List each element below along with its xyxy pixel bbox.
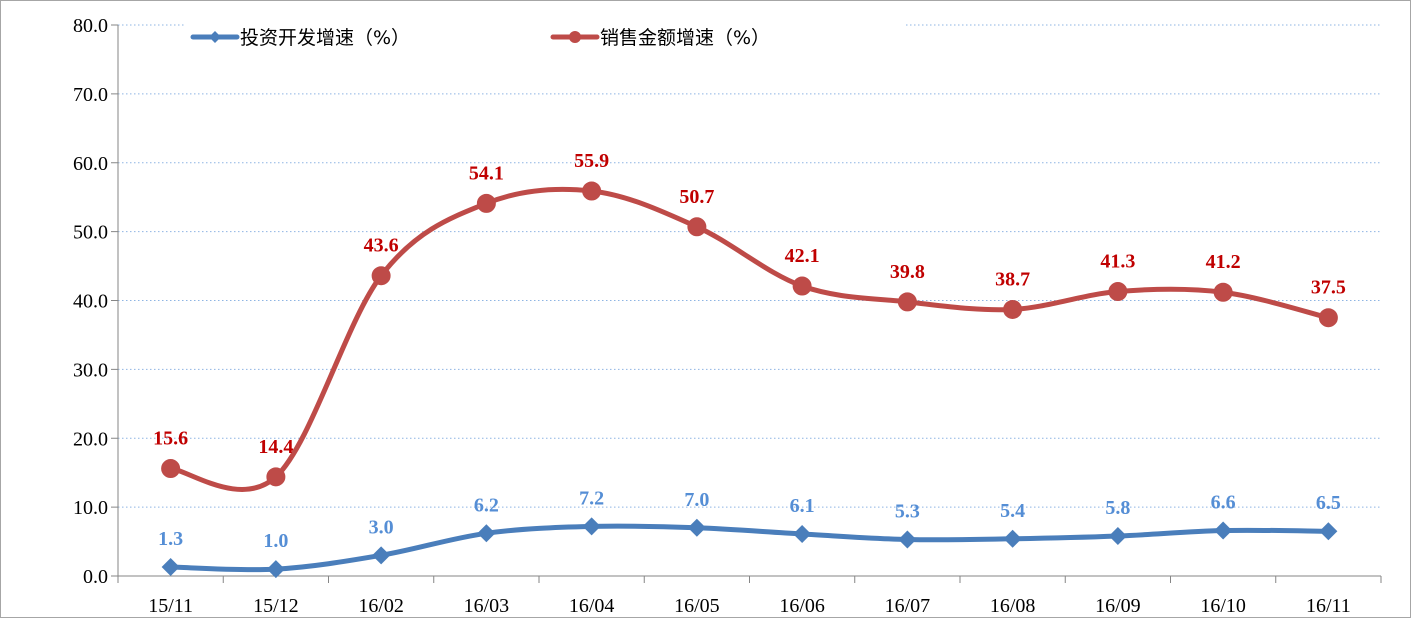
sales-data-label: 43.6 bbox=[364, 235, 399, 257]
y-tick-label: 40.0 bbox=[73, 291, 108, 313]
investment-point bbox=[793, 524, 812, 543]
sales-point bbox=[1318, 308, 1338, 328]
y-tick-label: 70.0 bbox=[73, 84, 108, 106]
investment-legend-marker bbox=[209, 31, 221, 43]
investment-point bbox=[266, 560, 285, 579]
sales-data-label: 54.1 bbox=[469, 162, 504, 184]
sales-data-label: 42.1 bbox=[785, 245, 820, 267]
sales-point bbox=[897, 292, 917, 312]
sales-point bbox=[1108, 282, 1128, 302]
investment-data-label: 3.0 bbox=[369, 516, 394, 538]
investment-point bbox=[1319, 522, 1338, 541]
y-tick-label: 60.0 bbox=[73, 153, 108, 175]
sales-legend-marker bbox=[569, 31, 581, 43]
sales-point bbox=[1213, 282, 1233, 302]
x-tick-label: 15/11 bbox=[148, 595, 193, 617]
sales-point bbox=[582, 181, 602, 201]
x-tick-label: 16/09 bbox=[1095, 595, 1141, 617]
y-tick-label: 10.0 bbox=[73, 497, 108, 519]
sales-point bbox=[266, 467, 286, 487]
sales-data-label: 38.7 bbox=[995, 268, 1030, 290]
x-tick-label: 16/10 bbox=[1200, 595, 1246, 617]
x-tick-label: 16/06 bbox=[779, 595, 825, 617]
sales-data-label: 41.3 bbox=[1100, 251, 1135, 273]
sales-data-label: 37.5 bbox=[1311, 277, 1346, 299]
legend-background bbox=[186, 15, 906, 55]
sales-data-label: 39.8 bbox=[890, 261, 925, 283]
sales-data-label: 41.2 bbox=[1206, 251, 1241, 273]
x-tick-label: 16/05 bbox=[674, 595, 720, 617]
sales-point bbox=[161, 459, 181, 479]
investment-data-label: 5.4 bbox=[1000, 500, 1025, 522]
investment-series-line bbox=[170, 523, 1329, 573]
investment-data-label: 6.5 bbox=[1316, 492, 1341, 514]
y-tick-label: 30.0 bbox=[73, 359, 108, 381]
y-tick-label: 0.0 bbox=[83, 566, 108, 588]
investment-point bbox=[898, 530, 917, 549]
investment-data-label: 7.0 bbox=[684, 489, 709, 511]
investment-data-label: 6.6 bbox=[1211, 492, 1236, 514]
sales-data-label: 14.4 bbox=[258, 436, 293, 458]
investment-point bbox=[372, 546, 391, 565]
investment-data-label: 6.2 bbox=[474, 494, 499, 516]
investment-point bbox=[582, 517, 601, 536]
sales-point bbox=[792, 276, 812, 296]
investment-point bbox=[1003, 529, 1022, 548]
investment-data-label: 6.1 bbox=[790, 495, 815, 517]
y-tick-label: 50.0 bbox=[73, 222, 108, 244]
sales-point bbox=[476, 193, 496, 213]
sales-legend-label: 销售金额增速（%） bbox=[600, 27, 770, 49]
investment-legend-label: 投资开发增速（%） bbox=[240, 27, 410, 49]
investment-point bbox=[477, 524, 496, 543]
x-tick-label: 16/03 bbox=[464, 595, 510, 617]
y-tick-label: 80.0 bbox=[73, 15, 108, 37]
y-tick-label: 20.0 bbox=[73, 428, 108, 450]
x-tick-label: 16/04 bbox=[569, 595, 615, 617]
investment-point bbox=[161, 558, 180, 577]
investment-data-label: 1.0 bbox=[263, 530, 288, 552]
sales-point bbox=[371, 266, 391, 286]
sales-series-line bbox=[170, 186, 1329, 492]
x-tick-label: 16/02 bbox=[358, 595, 404, 617]
x-tick-label: 16/07 bbox=[885, 595, 931, 617]
sales-data-label: 55.9 bbox=[574, 150, 609, 172]
sales-data-label: 15.6 bbox=[153, 428, 188, 450]
sales-data-label: 50.7 bbox=[679, 186, 714, 208]
investment-point bbox=[1108, 527, 1127, 546]
investment-point bbox=[687, 518, 706, 537]
investment-data-label: 7.2 bbox=[579, 487, 604, 509]
sales-point bbox=[1003, 299, 1023, 319]
x-tick-label: 16/08 bbox=[990, 595, 1036, 617]
x-tick-label: 15/12 bbox=[253, 595, 299, 617]
investment-point bbox=[1214, 521, 1233, 540]
investment-data-label: 1.3 bbox=[158, 528, 183, 550]
x-tick-label: 16/11 bbox=[1306, 595, 1351, 617]
sales-point bbox=[687, 217, 707, 237]
investment-data-label: 5.8 bbox=[1105, 497, 1130, 519]
investment-data-label: 5.3 bbox=[895, 500, 920, 522]
